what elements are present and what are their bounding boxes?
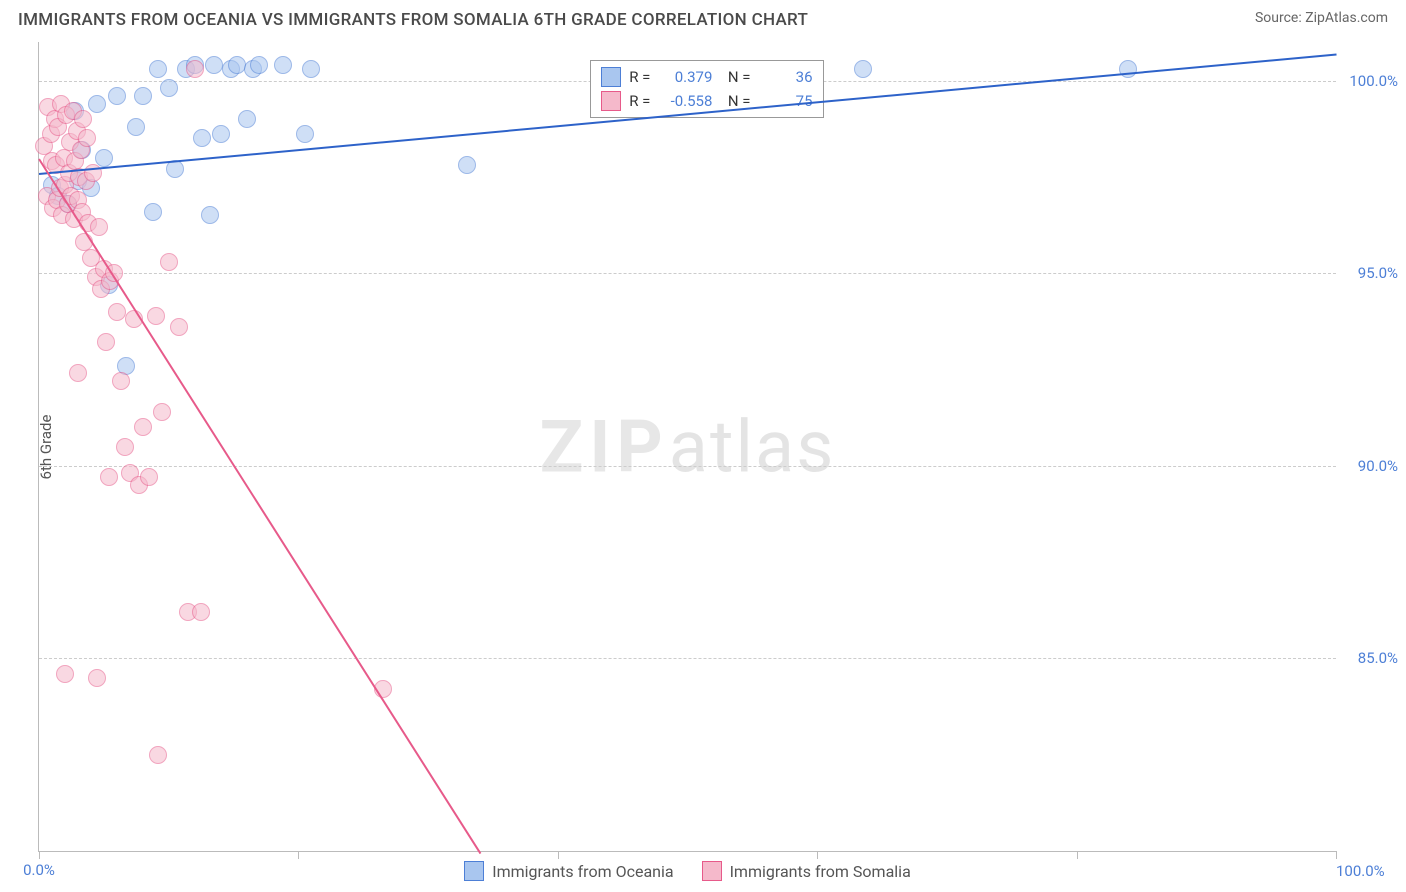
scatter-point [170, 318, 188, 336]
correlation-legend: R =0.379 N =36R =-0.558 N =75 [590, 60, 823, 118]
series-legend-item: Immigrants from Somalia [702, 861, 911, 881]
gridline-h [39, 658, 1336, 659]
watermark-bold: ZIP [540, 404, 669, 489]
scatter-point [1119, 60, 1137, 78]
scatter-point [160, 253, 178, 271]
x-tick [558, 851, 559, 859]
watermark: ZIPatlas [540, 404, 836, 489]
scatter-point [97, 333, 115, 351]
legend-row: R =-0.558 N =75 [601, 89, 812, 113]
legend-r-value: -0.558 [658, 92, 712, 110]
scatter-point [127, 118, 145, 136]
scatter-point [69, 364, 87, 382]
gridline-h [39, 273, 1336, 274]
legend-r-label: R = [629, 68, 650, 86]
scatter-point [201, 206, 219, 224]
scatter-point [116, 438, 134, 456]
watermark-light: atlas [669, 404, 836, 489]
scatter-point [144, 203, 162, 221]
source-link[interactable]: ZipAtlas.com [1305, 10, 1388, 26]
scatter-point [458, 156, 476, 174]
scatter-point [147, 307, 165, 325]
scatter-point [140, 468, 158, 486]
scatter-plot-area: ZIPatlas 85.0%90.0%95.0%100.0%0.0%R =0.3… [38, 42, 1336, 852]
scatter-point [238, 110, 256, 128]
legend-swatch [601, 91, 621, 111]
x-tick [1336, 851, 1337, 859]
scatter-point [74, 110, 92, 128]
trend-line [38, 158, 481, 853]
scatter-point [854, 60, 872, 78]
legend-r-label: R = [629, 92, 650, 110]
scatter-point [212, 125, 230, 143]
scatter-point [56, 665, 74, 683]
x-tick-label-right: 100.0% [1336, 862, 1398, 880]
scatter-point [205, 56, 223, 74]
legend-n-value: 36 [759, 68, 813, 86]
scatter-point [193, 129, 211, 147]
scatter-point [274, 56, 292, 74]
y-tick-label: 100.0% [1349, 72, 1398, 90]
legend-swatch [464, 861, 484, 881]
scatter-point [134, 418, 152, 436]
series-name: Immigrants from Somalia [730, 862, 911, 881]
legend-swatch [702, 861, 722, 881]
scatter-point [149, 746, 167, 764]
x-tick [1077, 851, 1078, 859]
x-tick [298, 851, 299, 859]
x-tick [39, 851, 40, 859]
scatter-point [160, 79, 178, 97]
series-legend: Immigrants from Oceania Immigrants from S… [39, 861, 1336, 881]
x-tick [817, 851, 818, 859]
legend-row: R = 0.379 N = 36 [601, 65, 812, 89]
scatter-point [192, 603, 210, 621]
scatter-point [302, 60, 320, 78]
scatter-point [78, 129, 96, 147]
scatter-point [149, 60, 167, 78]
legend-n-label: N = [720, 68, 750, 86]
scatter-point [153, 403, 171, 421]
scatter-point [95, 149, 113, 167]
series-legend-item: Immigrants from Oceania [464, 861, 673, 881]
y-tick-label: 90.0% [1358, 457, 1398, 475]
y-tick-label: 95.0% [1358, 264, 1398, 282]
scatter-point [296, 125, 314, 143]
series-name: Immigrants from Oceania [492, 862, 673, 881]
scatter-point [134, 87, 152, 105]
scatter-point [250, 56, 268, 74]
legend-swatch [601, 67, 621, 87]
scatter-point [108, 303, 126, 321]
scatter-point [90, 218, 108, 236]
scatter-point [112, 372, 130, 390]
scatter-point [186, 60, 204, 78]
scatter-point [88, 669, 106, 687]
scatter-point [88, 95, 106, 113]
source-prefix: Source: [1255, 10, 1305, 26]
scatter-point [100, 468, 118, 486]
source-label: Source: ZipAtlas.com [1255, 10, 1388, 26]
legend-r-value: 0.379 [658, 68, 712, 86]
y-tick-label: 85.0% [1358, 649, 1398, 667]
chart-title: IMMIGRANTS FROM OCEANIA VS IMMIGRANTS FR… [18, 10, 808, 30]
scatter-point [108, 87, 126, 105]
